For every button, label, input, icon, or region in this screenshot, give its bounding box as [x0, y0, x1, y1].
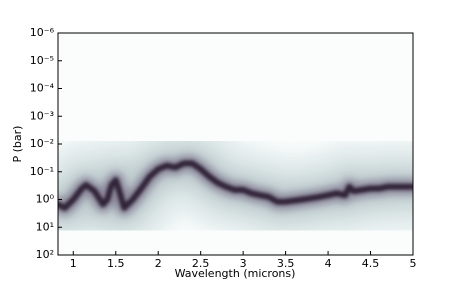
x-tick-label: 4.5: [362, 257, 380, 270]
x-tick-label: 1: [70, 257, 77, 270]
y-tick-label: 10⁰: [36, 193, 55, 206]
y-tick-label: 10⁻¹: [30, 165, 54, 178]
y-tick-label: 10⁻³: [30, 109, 54, 122]
heatmap: [58, 118, 413, 253]
x-tick-label: 2.5: [192, 257, 210, 270]
x-tick-label: 1.5: [107, 257, 125, 270]
x-tick-label: 4: [325, 257, 332, 270]
x-tick-label: 3: [240, 257, 247, 270]
y-axis-label: P (bar): [11, 126, 24, 163]
y-tick-label: 10²: [36, 248, 54, 261]
y-tick-label: 10⁻²: [30, 137, 54, 150]
y-tick-label: 10⁻⁵: [30, 54, 54, 67]
y-tick-label: 10⁻⁶: [30, 26, 55, 39]
y-tick-label: 10⁻⁴: [30, 82, 55, 95]
contribution-band: [58, 160, 413, 211]
x-tick-label: 2: [155, 257, 162, 270]
x-axis-label: Wavelength (microns): [175, 267, 296, 280]
y-tick-label: 10¹: [36, 220, 54, 233]
x-tick-label: 5: [410, 257, 417, 270]
x-tick-label: 3.5: [277, 257, 295, 270]
